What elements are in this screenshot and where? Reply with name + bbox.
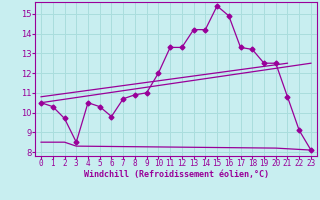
X-axis label: Windchill (Refroidissement éolien,°C): Windchill (Refroidissement éolien,°C) <box>84 170 268 179</box>
